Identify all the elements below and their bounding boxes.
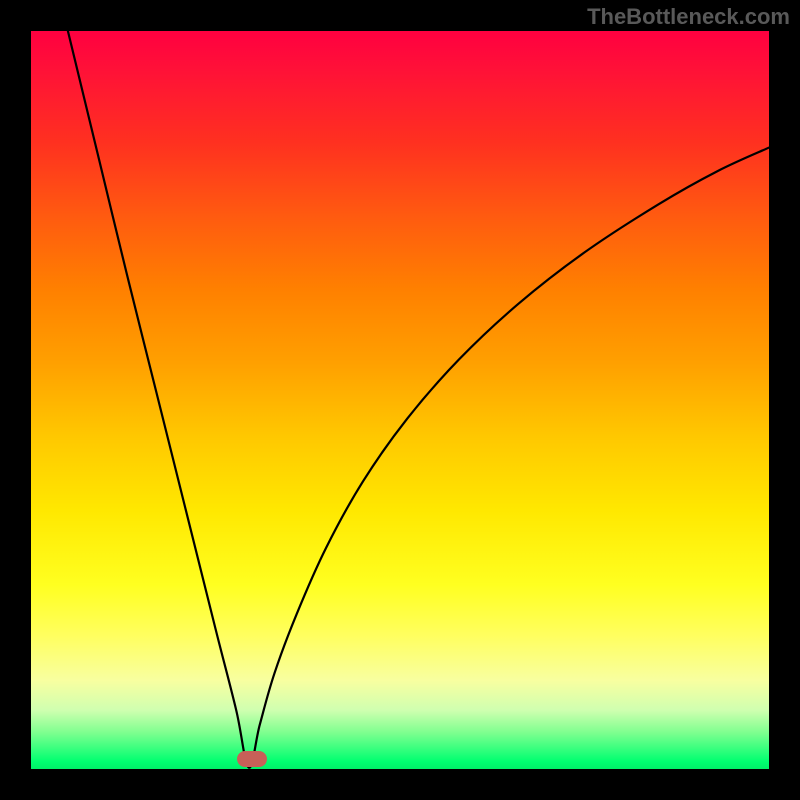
bottleneck-curve xyxy=(31,31,769,769)
minimum-marker xyxy=(237,751,267,767)
watermark-text: TheBottleneck.com xyxy=(587,4,790,30)
plot-area xyxy=(31,31,769,769)
